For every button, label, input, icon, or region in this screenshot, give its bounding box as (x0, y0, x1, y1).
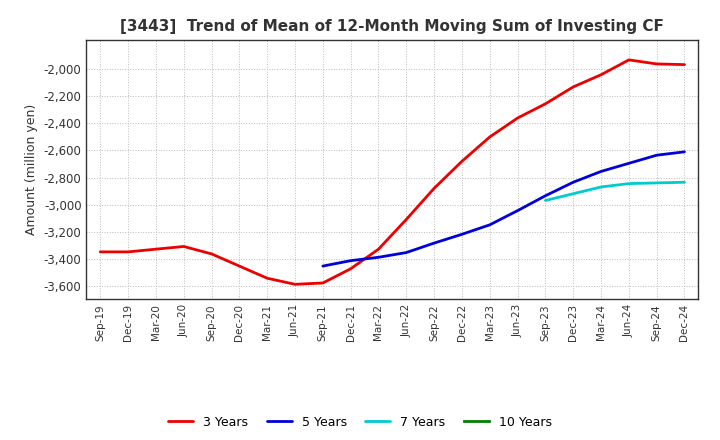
3 Years (652, 61, 661, 66)
5 Years (680, 149, 689, 154)
3 Years (513, 115, 522, 121)
3 Years (374, 246, 383, 252)
5 Years (652, 153, 661, 158)
Line: 7 Years: 7 Years (546, 182, 685, 201)
3 Years (152, 246, 161, 252)
3 Years (207, 251, 216, 257)
5 Years (485, 222, 494, 227)
3 Years (346, 266, 355, 271)
3 Years (569, 84, 577, 90)
3 Years (318, 280, 327, 286)
7 Years (597, 184, 606, 190)
5 Years (513, 208, 522, 213)
3 Years (263, 275, 271, 281)
7 Years (680, 180, 689, 185)
3 Years (541, 101, 550, 106)
3 Years (458, 159, 467, 164)
3 Years (124, 249, 132, 254)
3 Years (291, 282, 300, 287)
5 Years (430, 240, 438, 246)
7 Years (541, 198, 550, 203)
5 Years (597, 169, 606, 174)
5 Years (346, 258, 355, 263)
3 Years (624, 57, 633, 62)
3 Years (96, 249, 104, 254)
5 Years (374, 255, 383, 260)
3 Years (402, 217, 410, 222)
3 Years (680, 62, 689, 67)
7 Years (652, 180, 661, 186)
5 Years (458, 231, 467, 237)
3 Years (235, 264, 243, 269)
5 Years (402, 250, 410, 255)
7 Years (569, 191, 577, 196)
5 Years (624, 161, 633, 166)
Title: [3443]  Trend of Mean of 12-Month Moving Sum of Investing CF: [3443] Trend of Mean of 12-Month Moving … (120, 19, 665, 34)
3 Years (597, 72, 606, 77)
Line: 3 Years: 3 Years (100, 60, 685, 284)
5 Years (318, 264, 327, 269)
Y-axis label: Amount (million yen): Amount (million yen) (25, 104, 38, 235)
5 Years (541, 193, 550, 198)
5 Years (569, 180, 577, 185)
Line: 5 Years: 5 Years (323, 152, 685, 266)
Legend: 3 Years, 5 Years, 7 Years, 10 Years: 3 Years, 5 Years, 7 Years, 10 Years (163, 411, 557, 434)
3 Years (430, 186, 438, 191)
3 Years (485, 134, 494, 139)
3 Years (179, 244, 188, 249)
7 Years (624, 181, 633, 186)
